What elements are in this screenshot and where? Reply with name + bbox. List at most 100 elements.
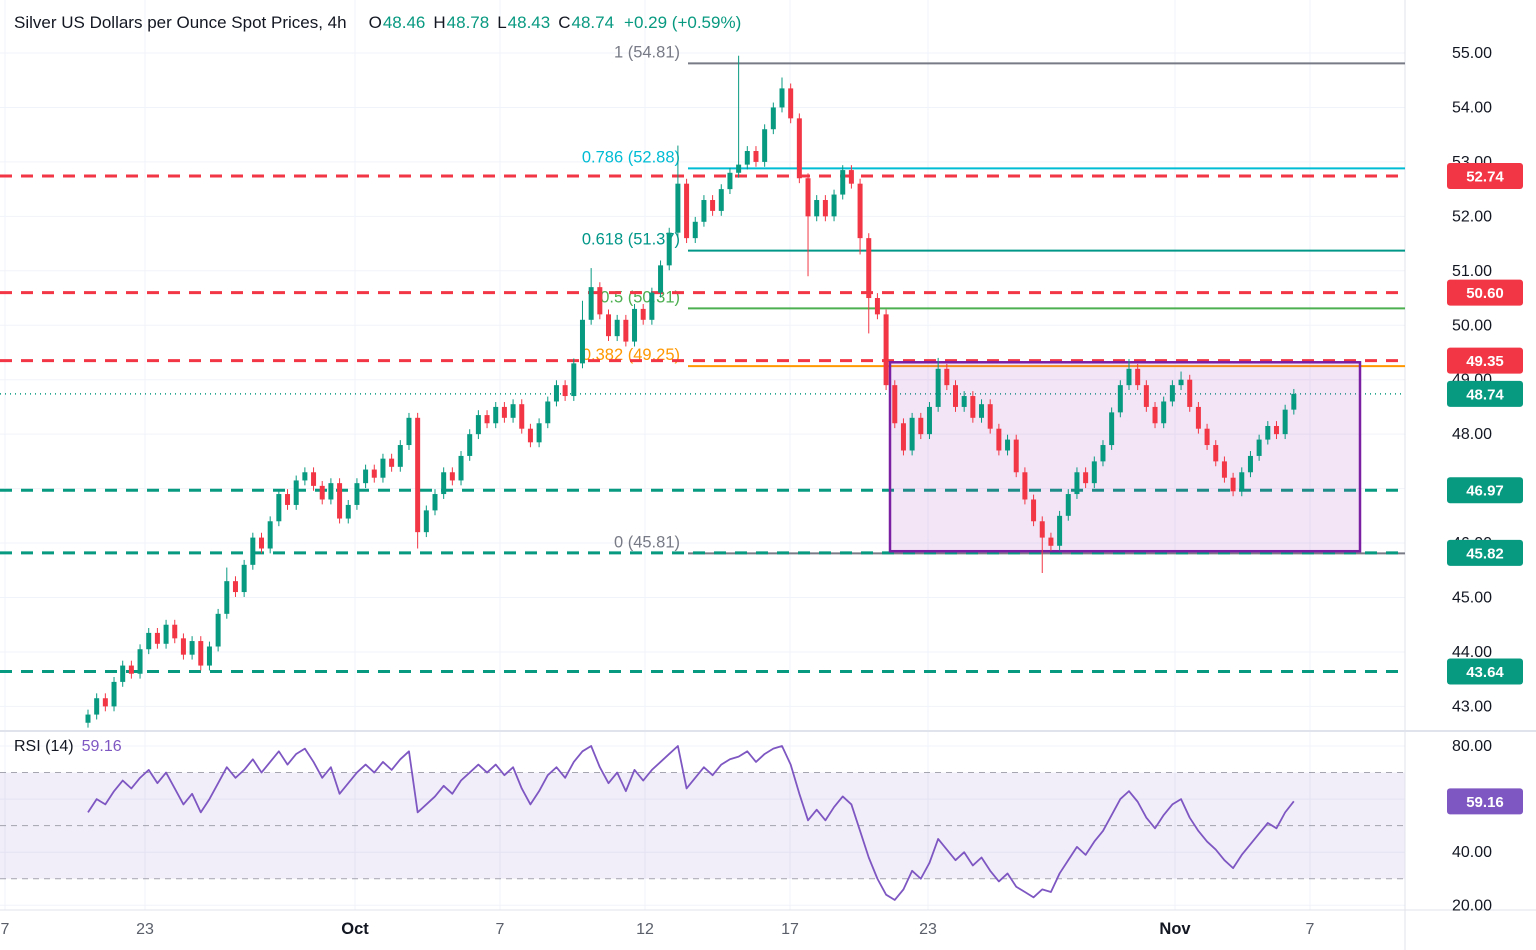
time-axis-label: Nov bbox=[1159, 920, 1191, 938]
candle-body bbox=[883, 314, 889, 386]
candle-body bbox=[276, 494, 282, 522]
candle-body bbox=[146, 632, 152, 650]
candle-body bbox=[614, 319, 620, 337]
candle-body bbox=[753, 151, 759, 162]
candle-body bbox=[1204, 428, 1210, 446]
candle-body bbox=[1005, 439, 1011, 451]
candle-body bbox=[649, 292, 655, 320]
price-axis-label: 54.00 bbox=[1452, 99, 1492, 116]
candle-body bbox=[345, 504, 351, 519]
candle-body bbox=[822, 200, 828, 217]
range-box[interactable] bbox=[888, 361, 1362, 553]
candle-body bbox=[371, 469, 377, 478]
time-axis-label: 23 bbox=[136, 921, 154, 938]
candle-body bbox=[1247, 455, 1253, 473]
rsi-axis-label: 80.00 bbox=[1452, 738, 1492, 755]
rsi-badge-text: 59.16 bbox=[1466, 794, 1504, 811]
candle-body bbox=[328, 483, 334, 500]
candle-body bbox=[1013, 439, 1019, 473]
candle-body bbox=[874, 298, 880, 315]
candle-body bbox=[1048, 537, 1054, 546]
candle-body bbox=[1178, 379, 1184, 386]
candle-body bbox=[1152, 406, 1158, 424]
candle-body bbox=[389, 458, 395, 467]
candle-body bbox=[727, 172, 733, 190]
candle-body bbox=[302, 472, 308, 481]
candle-body bbox=[423, 510, 429, 533]
candle-body bbox=[415, 417, 421, 533]
candle-body bbox=[710, 200, 716, 211]
range-box-rect[interactable] bbox=[888, 361, 1362, 553]
candle-body bbox=[510, 404, 516, 418]
candle-body bbox=[1169, 385, 1175, 402]
time-axis[interactable]: 7 23 Oct 7 12 17 23 Nov 7 bbox=[1, 920, 1315, 938]
price-badge-text: 43.64 bbox=[1466, 664, 1504, 681]
price-badge-text: 52.74 bbox=[1466, 169, 1504, 186]
candle-body bbox=[961, 396, 967, 407]
candle-body bbox=[536, 423, 542, 443]
price-badge bbox=[1447, 658, 1523, 685]
candle-body bbox=[1039, 521, 1045, 538]
candle-body bbox=[736, 164, 742, 173]
symbol-title[interactable]: Silver US Dollars per Ounce Spot Prices,… bbox=[14, 13, 347, 32]
open-label: O bbox=[368, 13, 382, 32]
candle-body bbox=[449, 472, 455, 481]
candle-body bbox=[1265, 425, 1271, 440]
candle-body bbox=[1109, 412, 1115, 446]
candle-body bbox=[180, 638, 186, 655]
candle-body bbox=[979, 404, 985, 418]
candle-body bbox=[484, 415, 490, 424]
candle-body bbox=[1057, 515, 1063, 546]
candle-body bbox=[163, 624, 169, 644]
candle-body bbox=[128, 665, 134, 674]
candle-body bbox=[579, 319, 585, 364]
high-label: H bbox=[433, 13, 446, 32]
candle-body bbox=[926, 406, 932, 435]
candle-body bbox=[397, 445, 403, 467]
candle-body bbox=[232, 581, 238, 593]
candle-body bbox=[1143, 385, 1149, 407]
price-badge-text: 49.35 bbox=[1466, 353, 1504, 370]
fib-label: 0 (45.81) bbox=[614, 533, 680, 551]
candle-body bbox=[493, 406, 499, 424]
price-badge bbox=[1447, 347, 1523, 374]
candle-body bbox=[1161, 401, 1167, 424]
candle-body bbox=[1256, 439, 1262, 456]
candle-body bbox=[137, 649, 143, 674]
candle-body bbox=[701, 200, 707, 222]
price-axis[interactable]: 55.0054.0053.0052.0051.0050.0049.0048.00… bbox=[1447, 45, 1523, 914]
candle-body bbox=[111, 681, 117, 707]
candle-body bbox=[154, 632, 160, 644]
candle-body bbox=[970, 396, 976, 418]
candle-body bbox=[848, 170, 854, 184]
candle-body bbox=[1065, 494, 1071, 516]
candle-body bbox=[788, 88, 794, 119]
candle-body bbox=[354, 483, 360, 505]
candle-body bbox=[102, 698, 108, 707]
rsi-badge bbox=[1447, 788, 1523, 815]
price-badge-text: 48.74 bbox=[1466, 386, 1504, 403]
candle-body bbox=[892, 385, 898, 424]
candle-body bbox=[267, 521, 273, 549]
candle-body bbox=[658, 265, 664, 293]
time-axis-label: 7 bbox=[1306, 921, 1315, 938]
candle-body bbox=[363, 469, 369, 484]
candle-body bbox=[120, 665, 126, 682]
candle-body bbox=[1282, 409, 1288, 435]
price-axis-label: 51.00 bbox=[1452, 263, 1492, 280]
price-badge bbox=[1447, 539, 1523, 566]
candle-body bbox=[467, 434, 473, 456]
price-axis-label: 50.00 bbox=[1452, 317, 1492, 334]
open-value: 48.46 bbox=[382, 13, 426, 32]
candle-body bbox=[623, 319, 629, 342]
candle-body bbox=[94, 698, 100, 715]
candle-body bbox=[1195, 406, 1201, 429]
price-axis-label: 52.00 bbox=[1452, 208, 1492, 225]
rsi-label[interactable]: RSI (14) bbox=[14, 738, 74, 755]
candle-body bbox=[198, 641, 204, 666]
candle-body bbox=[744, 151, 750, 165]
price-axis-label: 48.00 bbox=[1452, 426, 1492, 443]
